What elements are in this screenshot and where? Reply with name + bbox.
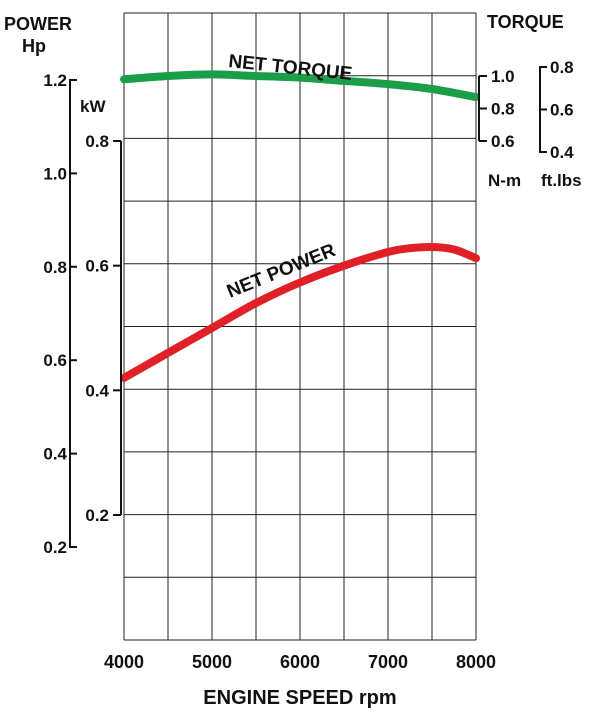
ftlbs-tick-label: 0.6 — [550, 101, 574, 120]
power-axis-title: POWER — [4, 14, 72, 34]
x-tick-label: 5000 — [192, 652, 232, 672]
axes-group: 1.2 1.0 0.8 0.6 0.4 0.2 0.8 0.6 0.4 0.2 1.0 0.8 0.6 0… — [43, 58, 574, 672]
hp-tick-label: 0.2 — [43, 538, 67, 557]
ftlbs-tick-label: 0.8 — [550, 58, 574, 77]
hp-tick-label: 0.8 — [43, 258, 67, 277]
kw-unit-label: kW — [80, 97, 106, 116]
x-tick-label: 6000 — [280, 652, 320, 672]
torque-axis-title: TORQUE — [487, 12, 564, 32]
hp-tick-label: 1.2 — [43, 71, 67, 90]
x-axis-title: ENGINE SPEED rpm — [203, 687, 396, 709]
x-tick-label: 4000 — [104, 652, 144, 672]
ftlbs-unit-label: ft.lbs — [541, 171, 582, 190]
nm-unit-label: N-m — [488, 171, 521, 190]
net-torque-line — [120, 70, 480, 102]
ftlbs-tick-label: 0.4 — [550, 143, 574, 162]
net-power-line — [120, 242, 480, 382]
kw-tick-label: 0.2 — [85, 506, 109, 525]
nm-tick-label: 0.6 — [491, 132, 515, 151]
x-tick-label: 8000 — [456, 652, 496, 672]
hp-tick-label: 0.6 — [43, 351, 67, 370]
hp-unit-label: Hp — [22, 36, 46, 56]
kw-tick-label: 0.8 — [85, 132, 109, 151]
nm-tick-label: 1.0 — [491, 67, 515, 86]
nm-tick-label: 0.8 — [491, 100, 515, 119]
kw-tick-label: 0.6 — [85, 257, 109, 276]
hp-tick-label: 0.4 — [43, 445, 67, 464]
kw-tick-label: 0.4 — [85, 381, 109, 400]
x-tick-label: 7000 — [368, 652, 408, 672]
hp-tick-label: 1.0 — [43, 164, 67, 183]
plot-grid — [123, 12, 477, 641]
